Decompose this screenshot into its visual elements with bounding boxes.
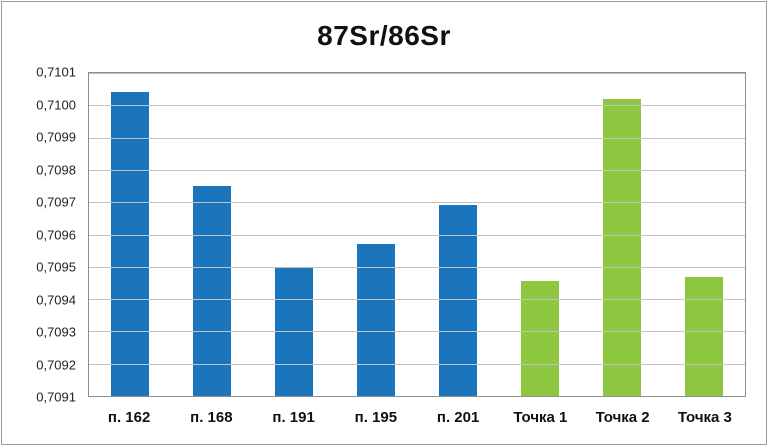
y-axis-label: 0,7099 bbox=[36, 129, 76, 145]
y-axis-label: 0,7094 bbox=[36, 292, 76, 307]
y-axis-label: 0,7096 bbox=[36, 227, 76, 242]
bar bbox=[357, 244, 395, 396]
chart-title: 87Sr/86Sr bbox=[317, 20, 451, 51]
x-axis-label: Точка 2 bbox=[595, 409, 650, 426]
gridline bbox=[89, 137, 745, 139]
gridline bbox=[89, 105, 745, 107]
gridline bbox=[89, 331, 745, 333]
bar bbox=[521, 281, 559, 396]
y-axis-label: 0,7091 bbox=[36, 389, 76, 405]
y-axis: 0,7091 0,7092 0,7093 0,7094 0,7095 0,7096 0,70… bbox=[2, 65, 84, 405]
plot-area bbox=[88, 72, 746, 397]
bar-slot bbox=[335, 73, 417, 396]
x-axis-label: п. 195 bbox=[354, 409, 398, 426]
x-axis-label: п. 191 bbox=[272, 409, 315, 426]
gridline bbox=[89, 169, 745, 171]
y-axis-label: 0,7097 bbox=[36, 194, 76, 210]
gridline bbox=[89, 363, 745, 365]
bar bbox=[193, 186, 231, 396]
gridline bbox=[89, 299, 745, 301]
bar-slot bbox=[171, 73, 253, 396]
y-axis-label: 0,7098 bbox=[36, 162, 76, 177]
y-axis-label: 0,7100 bbox=[36, 97, 76, 112]
gridline bbox=[89, 73, 745, 74]
bar-slot bbox=[499, 73, 581, 396]
y-axis-label: 0,7092 bbox=[36, 357, 76, 372]
x-axis-label: п. 168 bbox=[190, 409, 233, 426]
y-axis-label: 0,7095 bbox=[36, 259, 76, 275]
x-axis-label: Точка 1 bbox=[513, 409, 568, 426]
y-axis-label: 0,7101 bbox=[36, 64, 76, 80]
bar bbox=[685, 276, 723, 396]
gridline bbox=[89, 234, 745, 236]
y-axis-label: 0,7093 bbox=[36, 324, 76, 340]
gridline bbox=[89, 266, 745, 268]
gridline bbox=[89, 202, 745, 204]
x-axis-label: п. 201 bbox=[436, 409, 480, 426]
bar bbox=[603, 98, 641, 396]
bar-slot bbox=[663, 73, 745, 396]
bar bbox=[111, 92, 149, 396]
bar-slot bbox=[89, 73, 171, 396]
x-axis-label: Точка 3 bbox=[677, 409, 732, 426]
x-axis-label: п. 162 bbox=[107, 409, 151, 426]
bar-slot bbox=[581, 73, 663, 396]
x-axis: п. 162 п. 168 п. 191 п. 195 п. 201 Точка 1 Точ… bbox=[88, 401, 746, 431]
